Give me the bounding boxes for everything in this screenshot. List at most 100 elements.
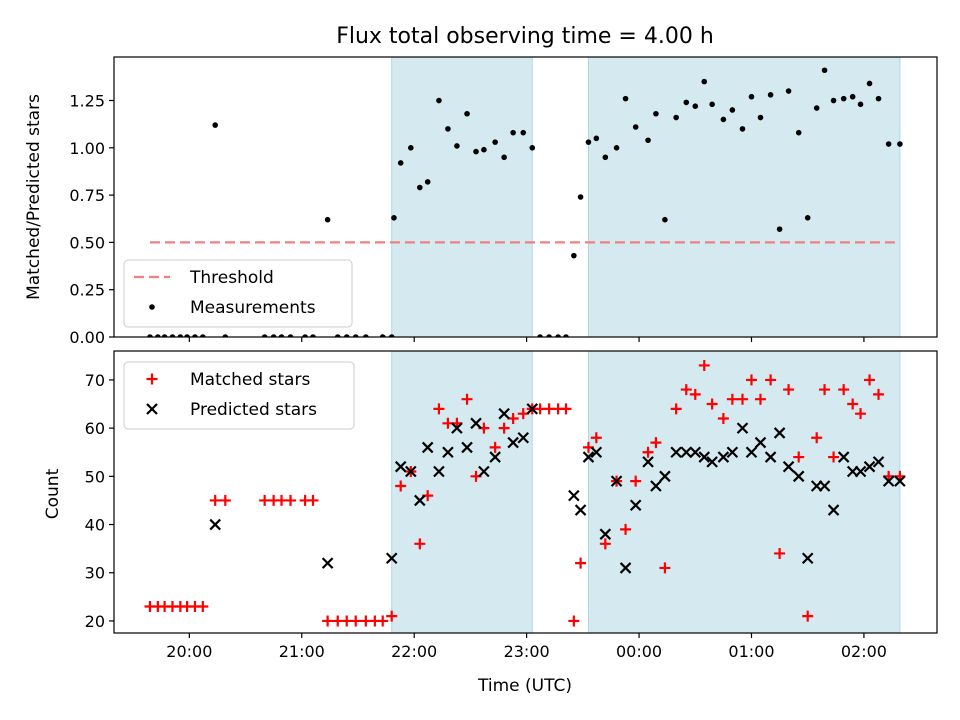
matched-star-marker — [828, 451, 840, 463]
measurement-point — [324, 216, 331, 223]
measurement-point — [613, 145, 620, 151]
top-y-axis-label: Matched/Predicted stars — [24, 94, 44, 300]
bottom-series-predicted-stars — [209, 403, 906, 574]
predicted-star-marker — [706, 456, 718, 468]
matched-star-marker — [395, 480, 407, 492]
x-tick-label: 02:00 — [841, 642, 887, 661]
bottom-y-tick-label: 50 — [85, 467, 105, 486]
legend-box — [123, 361, 355, 430]
top-y-tick-label: 0.50 — [69, 233, 105, 252]
measurement-point — [563, 334, 569, 337]
bottom-y-tick-label: 20 — [85, 612, 105, 631]
bottom-shaded-interval-1 — [587, 351, 901, 633]
measurement-point — [436, 97, 442, 104]
measurement-point — [748, 93, 755, 100]
measurement-point — [849, 93, 856, 100]
predicted-star-marker — [405, 465, 417, 478]
matched-star-marker — [322, 615, 334, 627]
matched-star-marker — [793, 451, 805, 463]
matched-star-marker — [568, 615, 580, 627]
measurement-point — [709, 101, 715, 108]
measurement-point — [363, 334, 369, 337]
matched-star-marker — [197, 600, 209, 612]
matched-star-marker — [765, 374, 777, 386]
predicted-star-marker — [629, 499, 642, 512]
predicted-star-marker — [872, 456, 885, 468]
measurement-point — [424, 179, 431, 185]
measurement-point — [692, 103, 699, 109]
predicted-star-marker — [782, 460, 795, 473]
predicted-star-marker — [792, 470, 805, 483]
measurement-point — [785, 88, 792, 94]
measurement-point — [287, 334, 294, 337]
measurement-point — [417, 184, 423, 191]
legend-label: Predicted stars — [190, 400, 317, 420]
matched-star-marker — [498, 422, 510, 434]
measurement-point — [270, 334, 277, 337]
matched-star-marker — [774, 547, 786, 559]
predicted-star-marker — [489, 451, 501, 463]
predicted-star-marker — [385, 552, 398, 565]
matched-star-marker — [726, 393, 738, 405]
measurement-point — [302, 334, 308, 337]
predicted-star-marker — [689, 446, 702, 459]
legend-label: Threshold — [189, 268, 274, 288]
matched-star-marker — [642, 446, 654, 458]
matched-star-marker — [599, 538, 611, 550]
predicted-star-marker — [610, 475, 623, 487]
predicted-star-marker — [590, 446, 603, 459]
measurement-point — [795, 129, 802, 136]
measurement-point — [821, 67, 828, 74]
matched-star-marker — [698, 359, 710, 371]
measurement-point — [155, 334, 161, 337]
matched-star-marker — [620, 523, 632, 535]
measurement-point — [830, 97, 837, 104]
predicted-star-marker — [394, 460, 407, 473]
predicted-star-marker — [574, 504, 587, 516]
measurement-point — [571, 252, 577, 259]
predicted-star-marker — [764, 451, 777, 463]
measurement-point — [445, 126, 451, 132]
measurement-point — [261, 334, 268, 337]
top-shaded-interval-1 — [587, 57, 901, 337]
top-plot-area — [147, 57, 903, 337]
matched-star-marker — [650, 437, 662, 449]
matched-star-marker — [745, 374, 757, 386]
predicted-star-marker — [599, 528, 612, 540]
bottom-panel-counts: 20 30 40 50 60 70 20:00 21:00 22:00 23:00 00:00 01:… — [85, 350, 938, 661]
legend-measurement-swatch — [149, 304, 155, 310]
predicted-star-marker — [837, 451, 850, 463]
matched-star-marker — [386, 610, 398, 622]
measurement-point — [757, 114, 764, 121]
measurement-point — [192, 334, 198, 337]
measurement-point — [200, 334, 206, 337]
matched-star-marker — [659, 562, 671, 574]
measurement-point — [408, 145, 414, 151]
predicted-star-marker — [414, 494, 426, 507]
predicted-star-marker — [736, 422, 749, 434]
predicted-star-marker — [827, 504, 840, 516]
measurement-point — [632, 124, 639, 130]
legend-label: Matched stars — [190, 370, 310, 390]
matched-star-marker — [819, 384, 831, 396]
predicted-star-marker — [442, 446, 454, 459]
measurement-point — [529, 145, 536, 151]
measurement-point — [555, 334, 561, 337]
legend-box — [123, 259, 353, 328]
matched-star-marker — [717, 412, 729, 424]
measurement-point — [885, 141, 892, 147]
predicted-star-marker — [670, 446, 682, 459]
measurement-point — [184, 334, 190, 337]
matched-star-marker — [754, 393, 766, 405]
predicted-star-marker — [854, 465, 867, 478]
predicted-star-marker — [526, 403, 539, 415]
matched-star-marker — [873, 388, 885, 400]
top-y-tick-label: 0.75 — [69, 186, 105, 205]
measurement-point — [653, 110, 659, 117]
predicted-star-marker — [433, 465, 445, 478]
predicted-star-marker — [470, 417, 482, 430]
matched-star-marker — [802, 610, 814, 622]
measurement-point — [343, 334, 350, 337]
measurement-point — [701, 78, 708, 85]
predicted-star-marker — [451, 422, 463, 434]
